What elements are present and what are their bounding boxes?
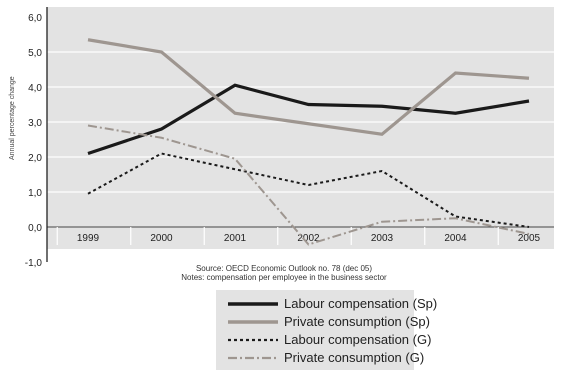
- legend-label: Labour compensation (Sp): [284, 296, 438, 311]
- y-tick-label: 5,0: [28, 48, 42, 59]
- legend-swatch: [228, 356, 278, 360]
- source-note: Source: OECD Economic Outlook no. 78 (de…: [0, 264, 568, 282]
- legend-item-private-consumption-g: Private consumption (G): [228, 350, 424, 367]
- legend-swatch: [228, 320, 278, 324]
- x-tick-label: 2004: [444, 233, 467, 244]
- grid-lines: [47, 51, 554, 245]
- legend-item-private-consumption-sp: Private consumption (Sp): [228, 314, 430, 331]
- legend-swatch: [228, 302, 278, 306]
- legend: Labour compensation (Sp) Private consump…: [216, 290, 437, 370]
- x-tick-label: 2002: [297, 233, 320, 244]
- y-tick-label: 4,0: [28, 83, 42, 94]
- notes-line: Notes: compensation per employee in the …: [181, 273, 387, 282]
- y-tick-label: 1,0: [28, 188, 42, 199]
- x-tick-label: 2001: [224, 233, 247, 244]
- legend-item-labour-compensation-sp: Labour compensation (Sp): [228, 296, 437, 313]
- y-tick-label: 3,0: [28, 118, 42, 129]
- line-chart: -1,0 0,0 1,0 2,0 3,0 4,0 5,0 6,0 1999 2000 2001 20…: [9, 7, 554, 269]
- x-tick-labels: 1999 2000 2001 2002 2003 2004 2005: [77, 233, 541, 244]
- legend-swatch: [228, 338, 278, 342]
- x-tick-label: 2003: [371, 233, 394, 244]
- legend-label: Labour compensation (G): [284, 332, 432, 347]
- y-tick-label: -1,0: [25, 258, 43, 269]
- y-tick-labels: -1,0 0,0 1,0 2,0 3,0 4,0 5,0 6,0: [25, 13, 43, 269]
- y-tick-label: 2,0: [28, 153, 42, 164]
- plot-area: [47, 7, 554, 249]
- legend-item-labour-compensation-g: Labour compensation (G): [228, 332, 431, 349]
- y-tick-label: 0,0: [28, 223, 42, 234]
- source-line: Source: OECD Economic Outlook no. 78 (de…: [195, 264, 373, 273]
- x-tick-label: 2000: [150, 233, 173, 244]
- legend-label: Private consumption (G): [284, 350, 425, 365]
- legend-label: Private consumption (Sp): [284, 314, 430, 329]
- y-axis-label: Annual percentage change: [9, 76, 16, 160]
- x-tick-label: 1999: [77, 233, 100, 244]
- y-tick-label: 6,0: [28, 13, 42, 24]
- x-tick-label: 2005: [518, 233, 541, 244]
- series-lines: [87, 38, 530, 246]
